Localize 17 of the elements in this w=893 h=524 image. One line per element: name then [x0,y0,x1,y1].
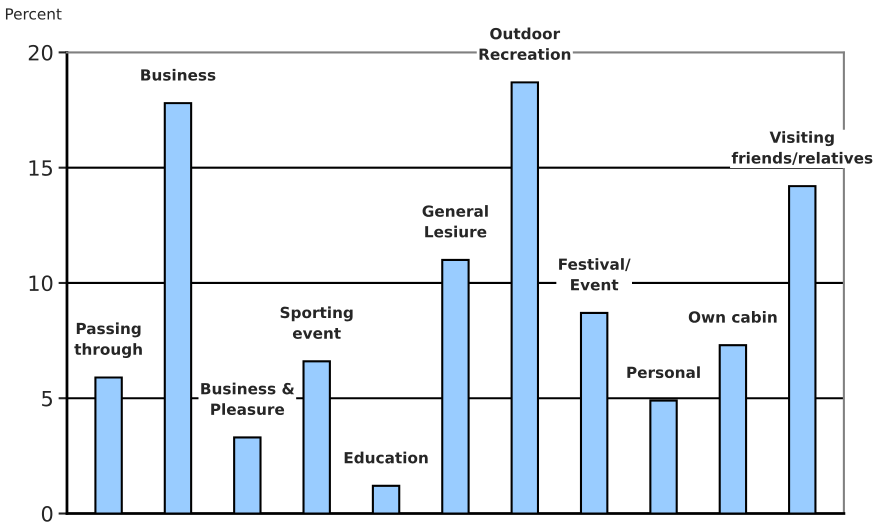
x-tick-label: Own cabin [688,310,777,323]
x-tick-label: Festival/ Event [559,258,631,291]
x-tick-label: Passing through [74,322,142,358]
x-tick-label: General Lesiure [422,205,488,238]
y-tick-label: 5 [42,390,52,406]
x-tick-label: Education [344,452,428,464]
x-tick-label: Business & Pleasure [201,382,294,416]
x-tick-label: Outdoor Recreation [480,28,570,60]
y-tick-label: 15 [30,160,52,176]
y-tick-label: 0 [42,506,52,522]
x-tick-label: Business [141,68,216,81]
x-tick-label: Personal [627,366,700,378]
y-tick-label: 20 [28,44,52,61]
x-tick-label: Sporting event [280,306,353,339]
y-axis-title: Percent [6,8,62,20]
y-tick-label: 10 [30,275,52,292]
x-tick-label: Visiting friends/relatives [732,131,872,165]
